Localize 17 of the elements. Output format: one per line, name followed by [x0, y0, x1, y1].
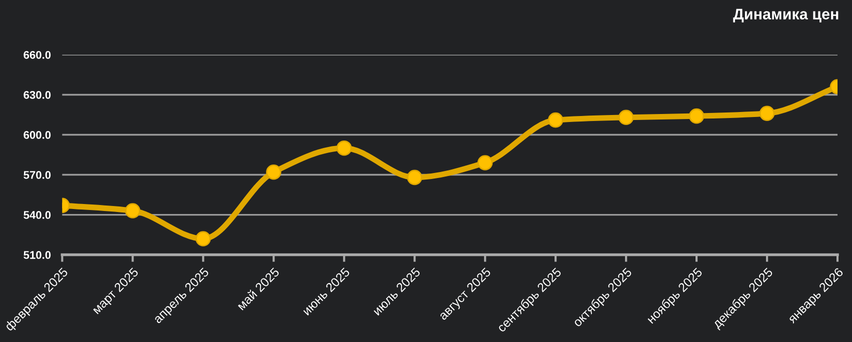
y-tick-label: 660.0 [24, 50, 51, 59]
y-tick-label: 540.0 [24, 211, 51, 219]
point [125, 203, 140, 218]
point [759, 106, 775, 122]
point [336, 140, 352, 156]
y-tick-label: 510.0 [24, 251, 51, 259]
y-tick-label: 600.0 [24, 131, 51, 139]
point [477, 155, 493, 170]
point [406, 170, 422, 186]
chart-title: Динамика цен [733, 8, 838, 22]
y-tick-label: 570.0 [24, 171, 51, 179]
point [548, 112, 564, 128]
point [266, 164, 282, 180]
point [196, 231, 211, 246]
point [618, 110, 634, 126]
point [688, 108, 704, 124]
y-tick-label: 630.0 [24, 91, 51, 99]
